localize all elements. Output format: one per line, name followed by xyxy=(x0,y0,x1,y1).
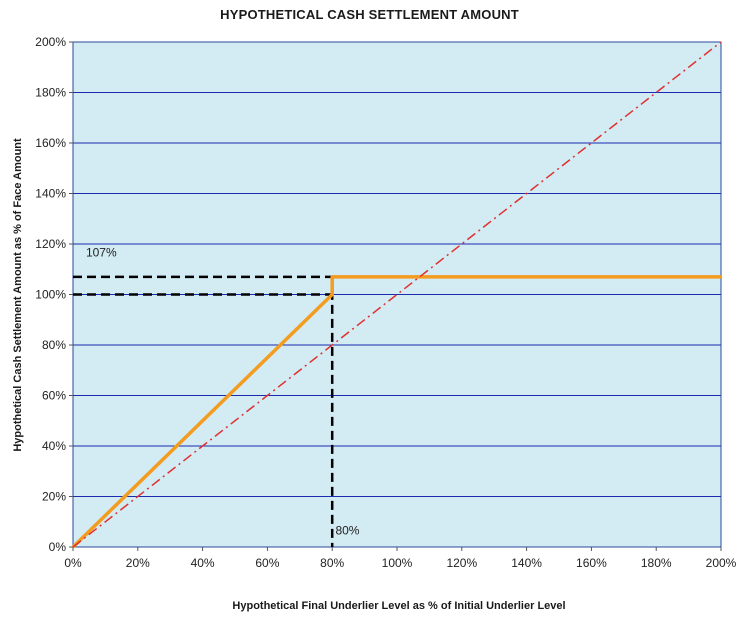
series-line-diagonal xyxy=(72,41,722,548)
y-tick-label: 180% xyxy=(35,86,66,100)
y-tick-label: 100% xyxy=(35,288,66,302)
x-tick-label: 0% xyxy=(64,556,82,570)
x-tick-label: 100% xyxy=(382,556,413,570)
x-axis-label: Hypothetical Final Underlier Level as % … xyxy=(232,600,566,612)
series-line-payoff xyxy=(71,275,721,549)
y-tick-label: 200% xyxy=(35,35,66,49)
annotation-label: 80% xyxy=(335,523,359,537)
y-tick-label: 60% xyxy=(42,389,66,403)
x-tick-label: 200% xyxy=(706,556,737,570)
annotation-label: 107% xyxy=(86,246,117,260)
y-tick-label: 20% xyxy=(42,490,66,504)
x-tick-label: 60% xyxy=(255,556,279,570)
x-tick-label: 40% xyxy=(191,556,215,570)
y-tick-label: 140% xyxy=(35,187,66,201)
x-tick-label: 180% xyxy=(641,556,672,570)
chart-title: HYPOTHETICAL CASH SETTLEMENT AMOUNT xyxy=(220,7,519,22)
x-tick-label: 120% xyxy=(446,556,477,570)
y-tick-label: 40% xyxy=(42,439,66,453)
y-tick-label: 0% xyxy=(49,540,67,554)
y-tick-label: 120% xyxy=(35,237,66,251)
y-tick-label: 80% xyxy=(42,338,66,352)
x-tick-label: 20% xyxy=(126,556,150,570)
x-tick-label: 80% xyxy=(320,556,344,570)
y-tick-label: 160% xyxy=(35,136,66,150)
x-tick-label: 160% xyxy=(576,556,607,570)
x-tick-label: 140% xyxy=(511,556,542,570)
